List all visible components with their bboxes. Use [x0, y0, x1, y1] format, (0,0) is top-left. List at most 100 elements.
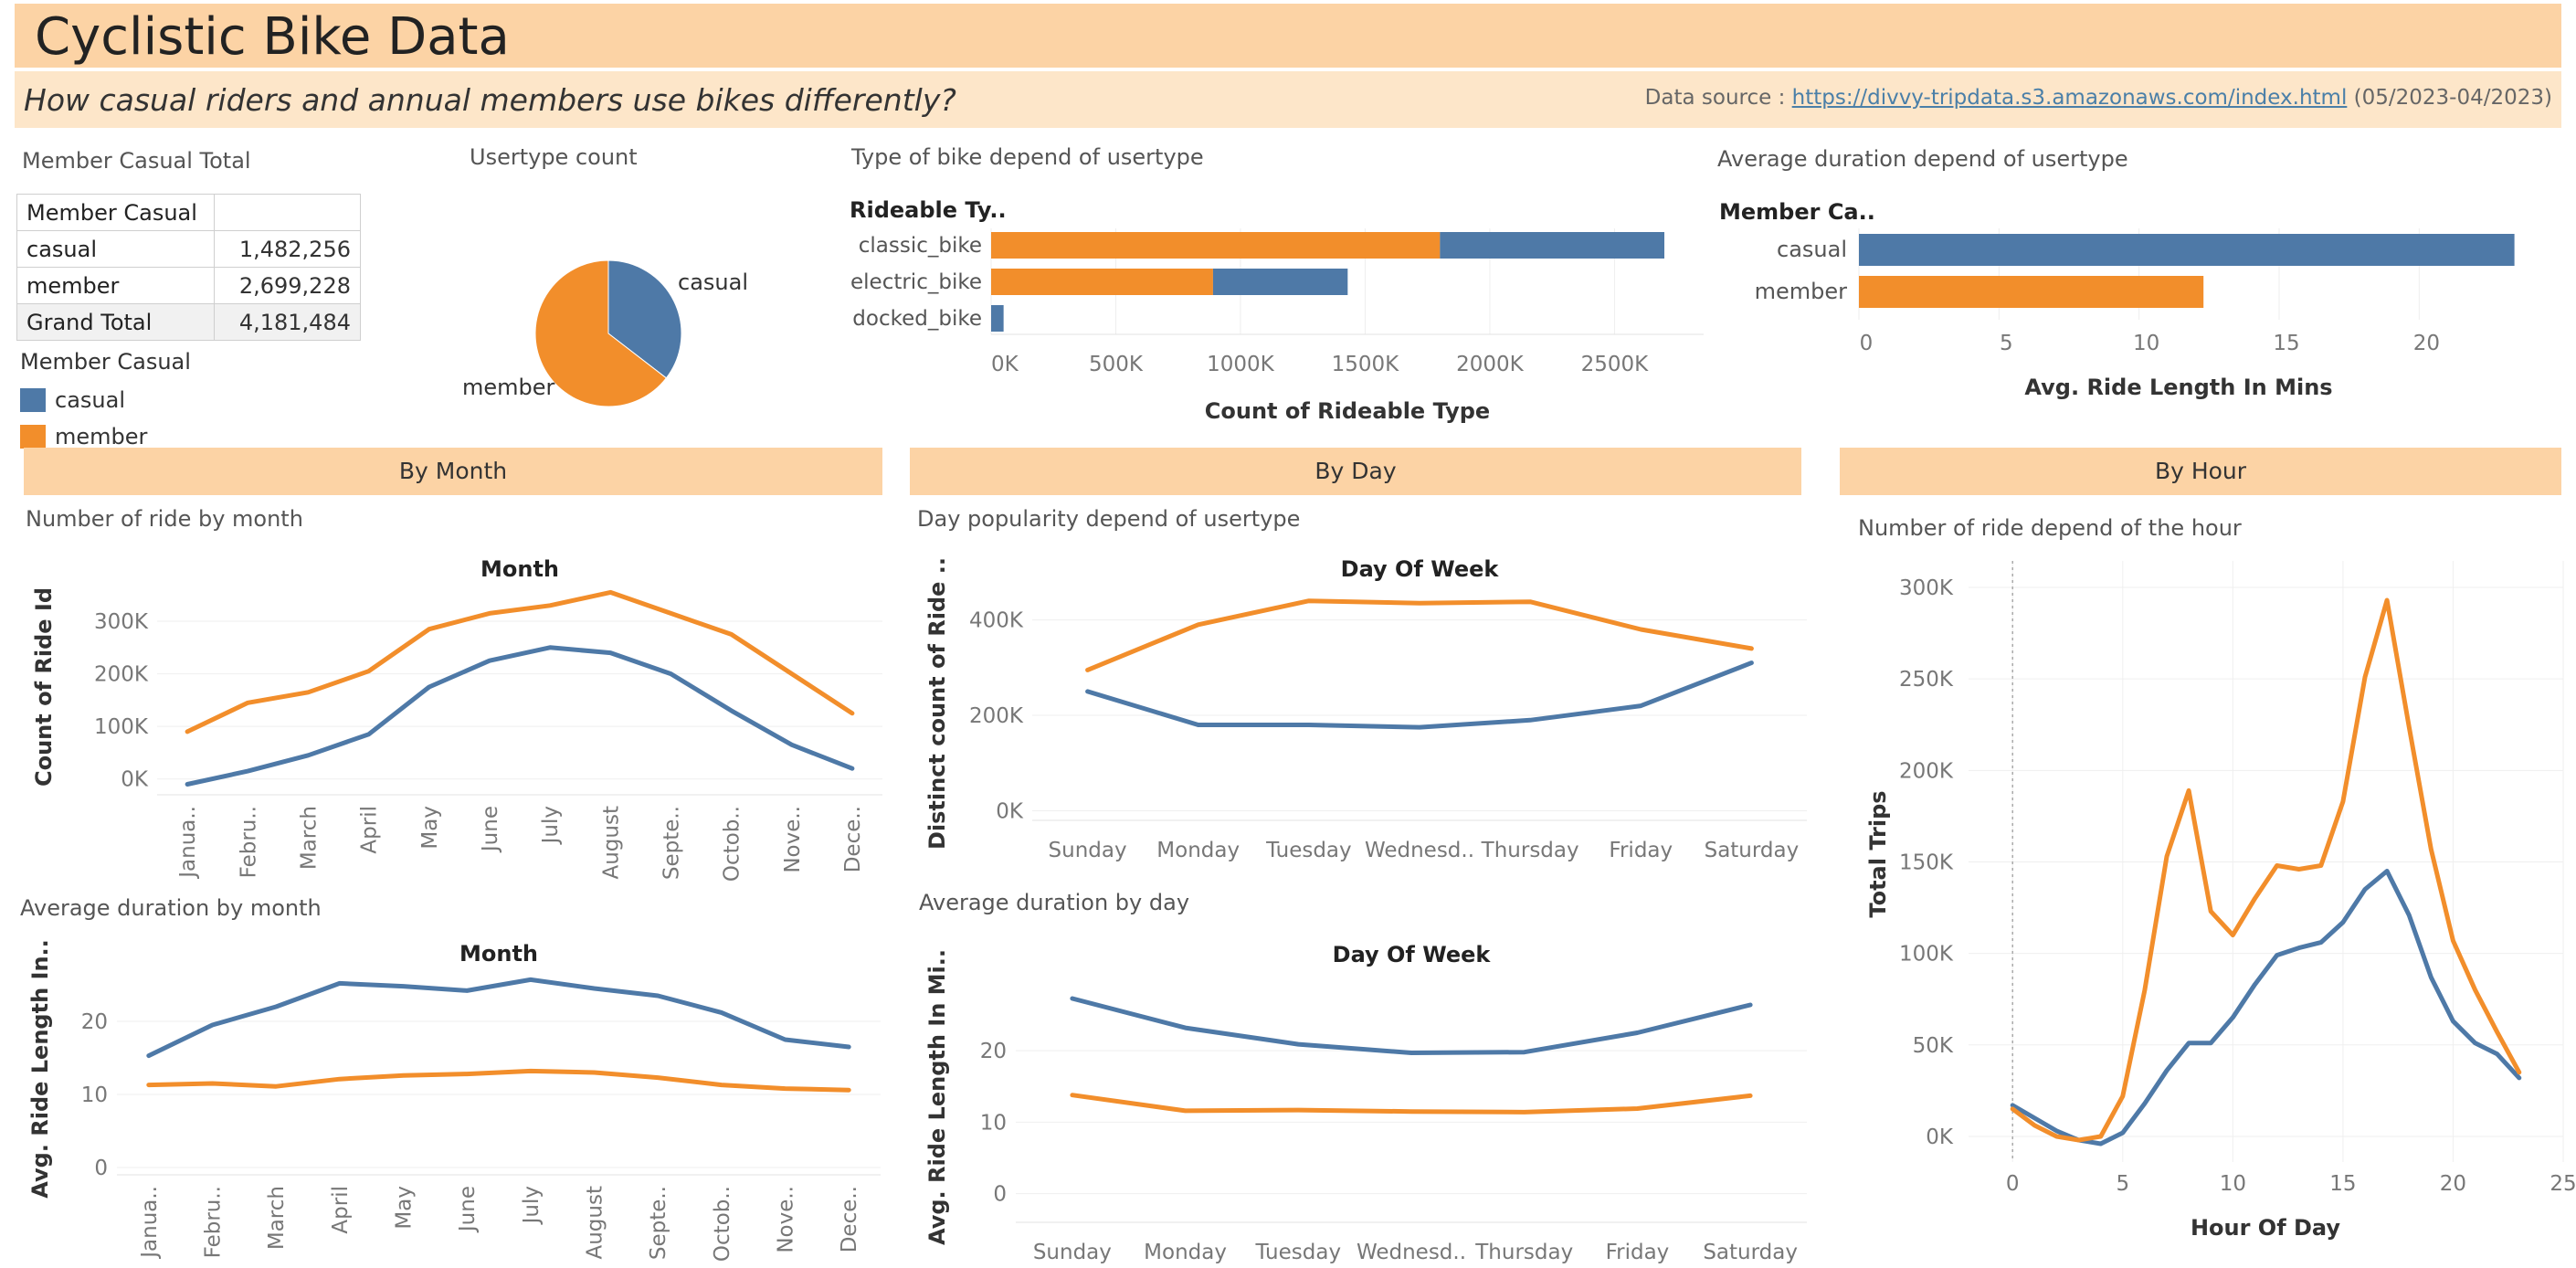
y-tick-label: 100K	[94, 715, 149, 739]
series-line-casual	[1085, 660, 1754, 730]
pie-label-casual: casual	[678, 269, 748, 295]
x-tick-label: March	[297, 806, 321, 870]
x-tick-label: 20	[2440, 1172, 2466, 1196]
legend-title: Member Casual	[20, 349, 191, 375]
x-tick-label: Monday	[1144, 1241, 1227, 1264]
series-line-casual	[2010, 869, 2522, 1146]
y-tick-label: 10	[81, 1083, 108, 1107]
x-tick-label: Janua..	[138, 1186, 162, 1260]
series-line-member	[1070, 1093, 1753, 1115]
usertype-pie-chart: casual member	[462, 259, 748, 407]
table-row[interactable]: member 2,699,228	[16, 267, 361, 304]
grand-total-row[interactable]: Grand Total 4,181,484	[16, 303, 361, 341]
row-value: 2,699,228	[214, 267, 361, 304]
y-tick-label: 200K	[1899, 759, 1954, 783]
bar-category-label: electric_bike	[850, 270, 982, 294]
x-tick-label: 5	[2000, 332, 2013, 355]
x-tick-label: Septe..	[647, 1186, 670, 1260]
legend-item-casual[interactable]: casual	[20, 382, 191, 418]
series-line-member	[146, 1068, 851, 1093]
y-tick-label: 150K	[1899, 851, 1954, 874]
bike-row-header: Rideable Ty..	[850, 197, 1007, 223]
x-tick-label: Octob..	[721, 806, 744, 882]
bar-member-electric_bike	[991, 269, 1213, 295]
y-axis-title: Avg. Ride Length In..	[27, 939, 53, 1199]
x-tick-label: 10	[2133, 332, 2159, 355]
x-tick-label: 15	[2329, 1172, 2356, 1196]
bar-category-label: casual	[1777, 237, 1847, 262]
x-tick-label: April	[358, 806, 382, 854]
x-tick-label: Janua..	[176, 806, 200, 880]
title-bar: Cyclistic Bike Data	[15, 4, 2561, 68]
duration-by-month-line-chart: Month 0 10 20 Avg. Ride Length In.. Janua.. Fe…	[27, 939, 881, 1262]
bar-category-label: classic_bike	[859, 234, 982, 258]
x-tick-label: Sunday	[1033, 1241, 1112, 1264]
x-tick-label: 10	[2220, 1172, 2246, 1196]
bar-casual	[1859, 234, 2515, 266]
y-tick-label: 200K	[94, 663, 149, 687]
series-line-casual	[185, 645, 855, 787]
y-tick-label: 400K	[969, 609, 1024, 633]
y-tick-label: 100K	[1899, 943, 1954, 967]
x-tick-label: 1500K	[1332, 353, 1400, 376]
section-by-month: By Month	[24, 448, 882, 495]
ride-by-day-line-chart: Day Of Week 0K 200K 400K Distinct count of R…	[924, 556, 1807, 862]
x-tick-label: Febru..	[202, 1186, 226, 1258]
legend-item-member[interactable]: member	[20, 418, 191, 455]
x-axis-title: Hour Of Day	[2191, 1215, 2340, 1241]
bike-type-bar-chart: Rideable Ty.. 0K 500K 1000K 1500K 2000K 2500K c…	[850, 197, 1704, 424]
x-tick-label: August	[584, 1186, 607, 1260]
table-row[interactable]: casual 1,482,256	[16, 230, 361, 268]
x-tick-label: June	[456, 1186, 480, 1233]
dur-month-title: Average duration by month	[20, 895, 322, 921]
x-axis-title: Avg. Ride Length In Mins	[2024, 375, 2332, 400]
x-tick-label: 15	[2273, 332, 2299, 355]
x-tick-label: 500K	[1089, 353, 1144, 376]
y-tick-label: 20	[980, 1040, 1007, 1063]
chart-axis-title: Month	[480, 556, 559, 582]
y-tick-label: 50K	[1913, 1034, 1954, 1058]
x-tick-label: 1000K	[1207, 353, 1275, 376]
y-tick-label: 0K	[1926, 1125, 1954, 1149]
x-tick-label: Saturday	[1705, 839, 1800, 862]
x-tick-label: Nove..	[775, 1186, 798, 1253]
y-tick-label: 250K	[1899, 668, 1954, 692]
x-tick-label: Friday	[1606, 1241, 1670, 1264]
row-label: casual	[16, 230, 215, 268]
y-tick-label: 0K	[996, 800, 1024, 824]
x-tick-label: 0	[2006, 1172, 2020, 1196]
x-tick-label: August	[599, 806, 623, 880]
grand-total-value: 4,181,484	[214, 303, 361, 341]
x-tick-label: Dece..	[841, 806, 865, 872]
section-by-day: By Day	[910, 448, 1801, 495]
legend-label: member	[55, 424, 148, 449]
y-tick-label: 0	[94, 1157, 108, 1180]
section-by-hour: By Hour	[1840, 448, 2561, 495]
y-axis-title: Avg. Ride Length In Mi..	[924, 949, 950, 1245]
y-tick-label: 300K	[1899, 576, 1954, 600]
y-tick-label: 0	[993, 1183, 1007, 1207]
table-header-empty	[214, 194, 361, 231]
x-tick-label: 25	[2550, 1172, 2576, 1196]
series-line-member	[2010, 597, 2522, 1143]
y-tick-label: 10	[980, 1111, 1007, 1135]
bar-member	[1859, 276, 2204, 308]
x-tick-label: Wednesd..	[1365, 839, 1474, 862]
bar-casual-docked_bike	[991, 305, 1004, 332]
chart-axis-title: Day Of Week	[1333, 942, 1492, 967]
x-tick-label: Nove..	[781, 806, 805, 873]
x-tick-label: May	[393, 1186, 417, 1230]
table-header: Member Casual	[16, 194, 215, 231]
duration-row-header: Member Ca..	[1719, 199, 1875, 225]
bar-category-label: member	[1755, 279, 1848, 304]
ride-day-title: Day popularity depend of usertype	[917, 506, 1301, 532]
bike-chart-title: Type of bike depend of usertype	[851, 144, 1204, 170]
chart-axis-title: Month	[459, 941, 538, 967]
row-value: 1,482,256	[214, 230, 361, 268]
x-tick-label: Saturday	[1703, 1241, 1798, 1264]
avg-duration-bar-chart: Member Ca.. 0 5 10 15 20 casual member Avg. Ride…	[1719, 199, 2515, 400]
x-tick-label: Tuesday	[1265, 839, 1352, 862]
y-tick-label: 0K	[121, 768, 149, 792]
dashboard-subtitle: How casual riders and annual members use…	[24, 82, 956, 118]
datasource-link[interactable]: https://divvy-tripdata.s3.amazonaws.com/…	[1791, 86, 2348, 110]
